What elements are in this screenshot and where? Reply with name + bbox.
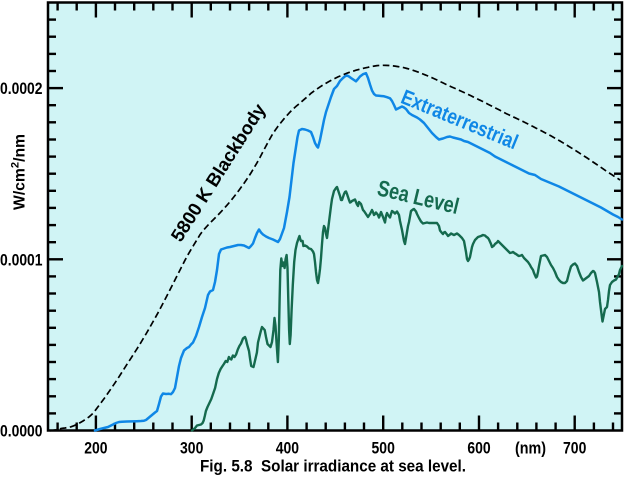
svg-text:0.0000: 0.0000 xyxy=(0,423,43,441)
svg-text:700: 700 xyxy=(563,439,586,458)
svg-text:(nm): (nm) xyxy=(515,439,546,458)
svg-text:Fig. 5.8 Solar irradiance at: Fig. 5.8 Solar irradiance at sea level. xyxy=(200,457,466,476)
svg-text:0.0002: 0.0002 xyxy=(0,80,43,98)
svg-text:500: 500 xyxy=(372,439,395,458)
svg-text:600: 600 xyxy=(467,439,490,458)
svg-text:W/cm2/nm: W/cm2/nm xyxy=(10,134,29,210)
svg-text:0.0001: 0.0001 xyxy=(0,251,43,269)
svg-text:300: 300 xyxy=(180,439,203,458)
svg-text:400: 400 xyxy=(276,439,299,458)
svg-text:200: 200 xyxy=(84,439,107,458)
